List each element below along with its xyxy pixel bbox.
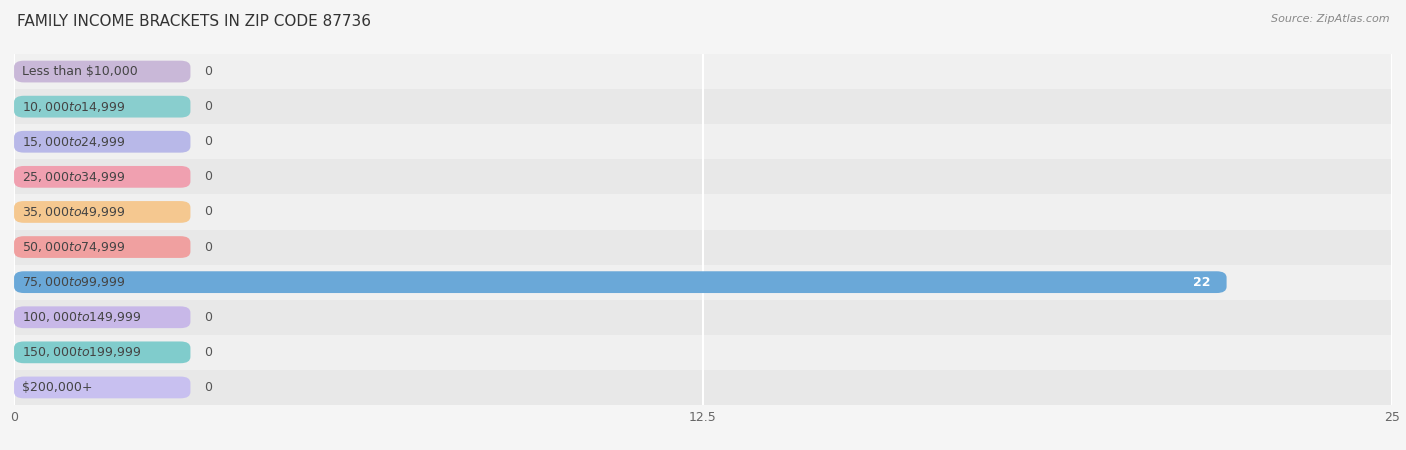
FancyBboxPatch shape (14, 236, 190, 258)
Bar (14, 194, 1392, 230)
FancyBboxPatch shape (14, 166, 190, 188)
Text: $50,000 to $74,999: $50,000 to $74,999 (22, 240, 125, 254)
FancyBboxPatch shape (14, 271, 1226, 293)
Text: 0: 0 (204, 135, 212, 148)
Text: $10,000 to $14,999: $10,000 to $14,999 (22, 99, 125, 114)
Text: 0: 0 (204, 381, 212, 394)
Text: 22: 22 (1192, 276, 1211, 288)
Text: $200,000+: $200,000+ (22, 381, 93, 394)
Text: Source: ZipAtlas.com: Source: ZipAtlas.com (1271, 14, 1389, 23)
Text: FAMILY INCOME BRACKETS IN ZIP CODE 87736: FAMILY INCOME BRACKETS IN ZIP CODE 87736 (17, 14, 371, 28)
Text: 0: 0 (204, 65, 212, 78)
FancyBboxPatch shape (14, 201, 190, 223)
Text: Less than $10,000: Less than $10,000 (22, 65, 138, 78)
Text: 0: 0 (204, 311, 212, 324)
Text: 0: 0 (204, 241, 212, 253)
Text: $25,000 to $34,999: $25,000 to $34,999 (22, 170, 125, 184)
FancyBboxPatch shape (14, 96, 190, 117)
Text: 0: 0 (204, 171, 212, 183)
Bar (14, 124, 1392, 159)
Bar (14, 89, 1392, 124)
Bar (14, 335, 1392, 370)
FancyBboxPatch shape (14, 306, 190, 328)
Text: $15,000 to $24,999: $15,000 to $24,999 (22, 135, 125, 149)
FancyBboxPatch shape (14, 61, 190, 82)
Bar (14, 54, 1392, 89)
FancyBboxPatch shape (14, 131, 190, 153)
Text: 0: 0 (204, 206, 212, 218)
Text: 0: 0 (204, 346, 212, 359)
Text: $100,000 to $149,999: $100,000 to $149,999 (22, 310, 142, 324)
Text: $150,000 to $199,999: $150,000 to $199,999 (22, 345, 142, 360)
Bar (14, 300, 1392, 335)
Bar (14, 370, 1392, 405)
FancyBboxPatch shape (14, 377, 190, 398)
Text: $35,000 to $49,999: $35,000 to $49,999 (22, 205, 125, 219)
Bar (14, 265, 1392, 300)
Bar (14, 230, 1392, 265)
Text: 0: 0 (204, 100, 212, 113)
FancyBboxPatch shape (14, 342, 190, 363)
Bar (14, 159, 1392, 194)
Text: $75,000 to $99,999: $75,000 to $99,999 (22, 275, 125, 289)
